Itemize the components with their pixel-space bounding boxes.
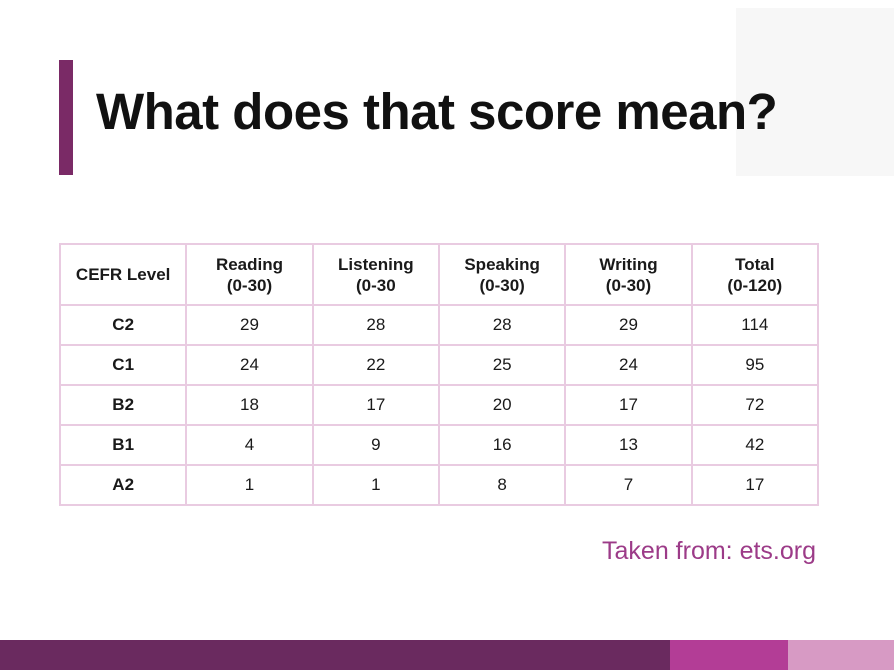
header-total: Total (0-120) bbox=[690, 243, 820, 306]
header-range: (0-30) bbox=[479, 275, 525, 295]
header-speaking: Speaking (0-30) bbox=[437, 243, 567, 306]
cell-listening: 9 bbox=[311, 424, 440, 466]
cell-level: C2 bbox=[58, 304, 188, 346]
score-table: CEFR Level Reading (0-30) Listening (0-3… bbox=[58, 243, 820, 506]
table-row: A2 1 1 8 7 17 bbox=[58, 464, 820, 506]
header-label: Writing bbox=[599, 254, 658, 274]
cell-listening: 28 bbox=[311, 304, 440, 346]
cell-writing: 24 bbox=[564, 344, 693, 386]
cell-level: A2 bbox=[58, 464, 188, 506]
cell-reading: 29 bbox=[185, 304, 314, 346]
cell-total: 72 bbox=[690, 384, 820, 426]
cell-writing: 29 bbox=[564, 304, 693, 346]
cell-reading: 18 bbox=[185, 384, 314, 426]
header-cefr-level: CEFR Level bbox=[58, 243, 188, 306]
title-accent-bar bbox=[59, 60, 73, 175]
cell-writing: 7 bbox=[564, 464, 693, 506]
header-label: Reading bbox=[215, 254, 284, 274]
cell-speaking: 20 bbox=[437, 384, 567, 426]
table-row: C1 24 22 25 24 95 bbox=[58, 344, 820, 386]
table-row: B1 4 9 16 13 42 bbox=[58, 424, 820, 466]
cell-writing: 13 bbox=[564, 424, 693, 466]
source-citation: Taken from: ets.org bbox=[602, 537, 816, 565]
table-header-row: CEFR Level Reading (0-30) Listening (0-3… bbox=[58, 243, 820, 306]
header-label: CEFR Level bbox=[75, 265, 171, 284]
header-range: (0-30 bbox=[355, 275, 396, 295]
footer-segment-magenta bbox=[670, 640, 788, 670]
header-reading: Reading (0-30) bbox=[185, 243, 314, 306]
cell-listening: 1 bbox=[311, 464, 440, 506]
header-label: Speaking bbox=[464, 254, 540, 274]
header-label: Total bbox=[735, 254, 775, 274]
cell-total: 42 bbox=[690, 424, 820, 466]
cell-total: 17 bbox=[690, 464, 820, 506]
header-range: (0-120) bbox=[727, 275, 783, 295]
table-row: C2 29 28 28 29 114 bbox=[58, 304, 820, 346]
cell-total: 95 bbox=[690, 344, 820, 386]
footer-segment-light bbox=[788, 640, 894, 670]
header-label: Listening bbox=[338, 254, 414, 274]
cell-speaking: 25 bbox=[437, 344, 567, 386]
header-range: (0-30) bbox=[226, 275, 273, 295]
cell-writing: 17 bbox=[564, 384, 693, 426]
background-shape bbox=[736, 8, 894, 176]
header-listening: Listening (0-30 bbox=[311, 243, 440, 306]
cell-listening: 22 bbox=[311, 344, 440, 386]
cell-level: B1 bbox=[58, 424, 188, 466]
cell-speaking: 16 bbox=[437, 424, 567, 466]
cell-total: 114 bbox=[690, 304, 820, 346]
cell-level: B2 bbox=[58, 384, 188, 426]
table-row: B2 18 17 20 17 72 bbox=[58, 384, 820, 426]
cell-level: C1 bbox=[58, 344, 188, 386]
cell-speaking: 8 bbox=[437, 464, 567, 506]
footer-bar bbox=[0, 640, 894, 670]
header-range: (0-30) bbox=[605, 275, 652, 295]
cell-reading: 24 bbox=[185, 344, 314, 386]
header-writing: Writing (0-30) bbox=[564, 243, 693, 306]
cell-reading: 4 bbox=[185, 424, 314, 466]
slide-title: What does that score mean? bbox=[96, 83, 778, 140]
cell-reading: 1 bbox=[185, 464, 314, 506]
cell-speaking: 28 bbox=[437, 304, 567, 346]
cell-listening: 17 bbox=[311, 384, 440, 426]
footer-segment-dark bbox=[0, 640, 670, 670]
